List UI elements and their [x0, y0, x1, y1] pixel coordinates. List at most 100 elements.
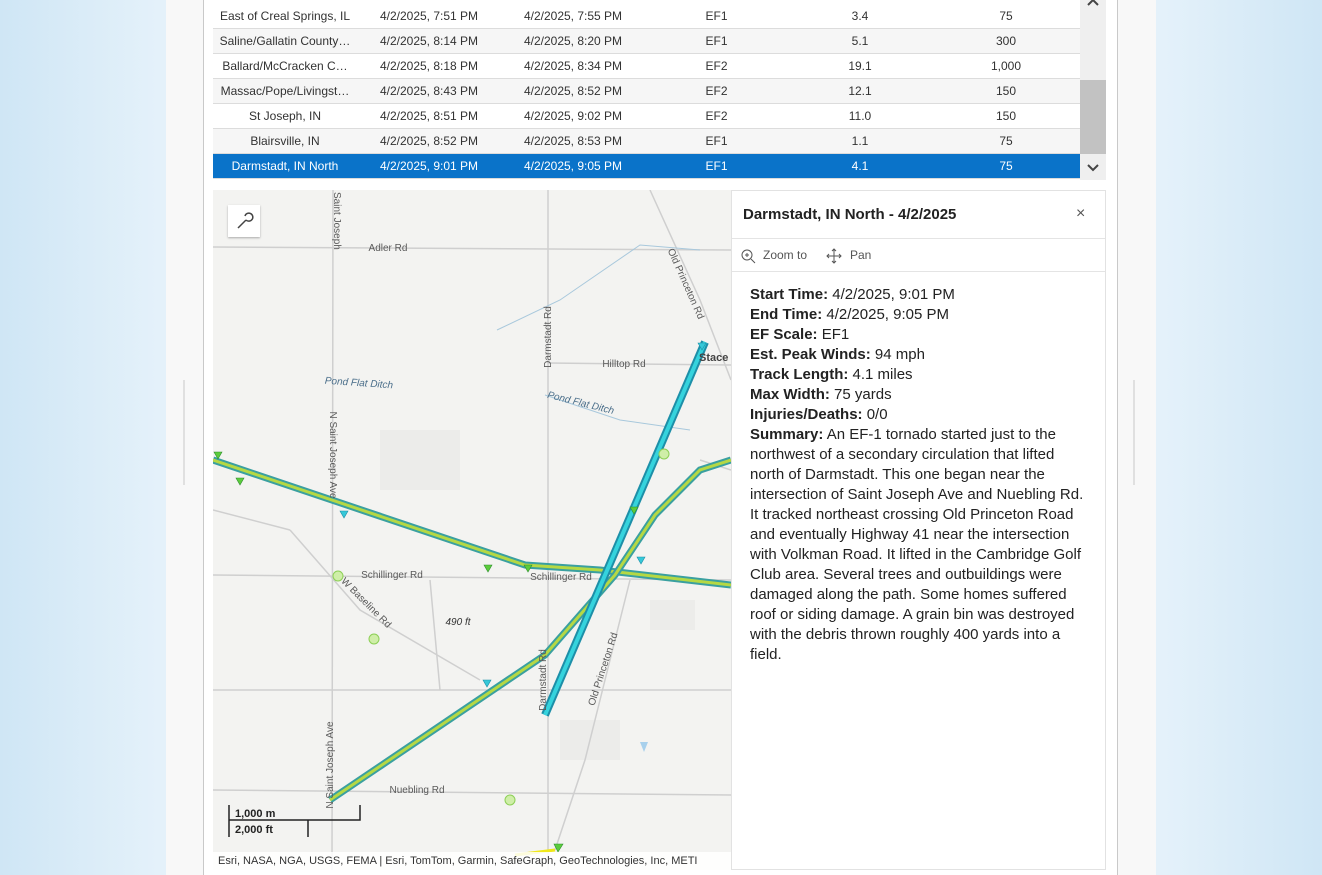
field-value: 0/0 [866, 406, 888, 423]
field-value: 4/2/2025, 9:05 PM [826, 306, 949, 323]
popup: Darmstadt, IN North - 4/2/2025 × Zoom to… [731, 190, 1106, 870]
road-label: Saint Joseph [331, 192, 342, 250]
table-cell: St Joseph, IN [213, 103, 357, 129]
popup-field: Start Time: 4/2/2025, 9:01 PM [750, 285, 1092, 305]
table-cell: EF1 [645, 4, 788, 29]
field-value: An EF-1 tornado started just to the nort… [750, 426, 1084, 663]
road-label: Adler Rd [369, 243, 408, 254]
table-cell: 4/2/2025, 8:52 PM [357, 128, 501, 154]
table-cell: 300 [932, 28, 1080, 54]
table-cell: 75 [932, 128, 1080, 154]
field-label: Max Width: [750, 386, 830, 403]
table-cell: East of Creal Springs, IL [213, 4, 357, 29]
table-cell: 75 [932, 153, 1080, 179]
popup-title: Darmstadt, IN North - 4/2/2025 [743, 206, 957, 223]
table-cell: 3.4 [788, 4, 932, 29]
table-cell: 4/2/2025, 9:05 PM [501, 153, 645, 179]
table-cell: 4/2/2025, 8:52 PM [501, 78, 645, 104]
table-cell: 150 [932, 103, 1080, 129]
wrench-icon [237, 212, 254, 229]
table-row[interactable]: St Joseph, IN 4/2/2025, 8:51 PM 4/2/2025, … [213, 103, 1080, 129]
table-cell: 4/2/2025, 8:51 PM [357, 103, 501, 129]
field-value: 4.1 miles [852, 366, 913, 383]
pan-icon [826, 248, 842, 264]
field-value: EF1 [821, 326, 850, 343]
table-cell: Ballard/McCracken C… [213, 53, 357, 79]
popup-field: Summary: An EF-1 tornado started just to… [750, 425, 1092, 665]
popup-field: Injuries/Deaths: 0/0 [750, 405, 1092, 425]
table-cell: EF2 [645, 78, 788, 104]
table-row[interactable]: Blairsville, IN 4/2/2025, 8:52 PM 4/2/2025… [213, 128, 1080, 154]
popup-fields: Start Time: 4/2/2025, 9:01 PM End Time: 4… [750, 285, 1092, 665]
popup-field: Track Length: 4.1 miles [750, 365, 1092, 385]
map[interactable]: Saint Joseph Adler Rd Darmstadt Rd Hillt… [213, 190, 731, 870]
road-label: Schillinger Rd [361, 570, 423, 581]
field-label: End Time: [750, 306, 823, 323]
divider [732, 238, 1105, 239]
table-row[interactable]: Saline/Gallatin County… 4/2/2025, 8:14 PM… [213, 28, 1080, 54]
field-label: Summary: [750, 426, 824, 443]
table-cell: 4/2/2025, 7:51 PM [357, 4, 501, 29]
field-value: 4/2/2025, 9:01 PM [832, 286, 955, 303]
table-cell: 1,000 [932, 53, 1080, 79]
table-cell: EF1 [645, 153, 788, 179]
zoom-to-button[interactable]: Zoom to [763, 248, 808, 262]
table-cell: 12.1 [788, 78, 932, 104]
road-label: W Baseline Rd [338, 576, 393, 631]
scale-label: 1,000 m [235, 808, 276, 820]
field-label: Start Time: [750, 286, 829, 303]
attribution: Esri, NASA, NGA, USGS, FEMA | Esri, TomT… [213, 852, 731, 870]
tools-button[interactable] [228, 205, 260, 237]
table-cell: 5.1 [788, 28, 932, 54]
table-cell: 19.1 [788, 53, 932, 79]
table-cell: 4/2/2025, 9:02 PM [501, 103, 645, 129]
table-cell: 11.0 [788, 103, 932, 129]
table-cell: EF2 [645, 103, 788, 129]
table-cell: 4/2/2025, 8:34 PM [501, 53, 645, 79]
table-cell: 4/2/2025, 9:01 PM [357, 153, 501, 179]
table-cell: 4.1 [788, 153, 932, 179]
road-label: Old Princeton Rd [665, 247, 706, 321]
table-cell: 4/2/2025, 8:18 PM [357, 53, 501, 79]
water-label: Pond Flat Ditch [546, 390, 615, 417]
road-label: N Saint Joseph Ave [325, 721, 336, 809]
scrollbar[interactable] [1080, 0, 1106, 180]
road-label: Darmstadt Rd [543, 306, 554, 368]
field-value: 94 mph [874, 346, 925, 363]
table-row[interactable]: Massac/Pope/Livingst… 4/2/2025, 8:43 PM 4/… [213, 78, 1080, 104]
table-cell: 4/2/2025, 8:43 PM [357, 78, 501, 104]
table-row[interactable]: Darmstadt, IN North 4/2/2025, 9:01 PM 4/2/… [213, 153, 1080, 179]
popup-field: EF Scale: EF1 [750, 325, 1092, 345]
table-cell: 4/2/2025, 8:20 PM [501, 28, 645, 54]
elevation-label: 490 ft [445, 617, 471, 628]
divider [732, 271, 1105, 272]
edge [1133, 380, 1135, 485]
table-row[interactable]: East of Creal Springs, IL 4/2/2025, 7:51 … [213, 4, 1080, 29]
tornado-table: East of Creal Springs, IL 4/2/2025, 7:51 … [213, 4, 1080, 179]
popup-field: Max Width: 75 yards [750, 385, 1092, 405]
table-cell: EF1 [645, 28, 788, 54]
table-cell: EF1 [645, 128, 788, 154]
pan-button[interactable]: Pan [850, 248, 872, 262]
close-button[interactable]: × [1076, 205, 1086, 222]
road-label: Hilltop Rd [602, 359, 645, 370]
table-cell: Darmstadt, IN North [213, 153, 357, 179]
table-cell: Blairsville, IN [213, 128, 357, 154]
table-cell: 75 [932, 4, 1080, 29]
field-value: 75 yards [834, 386, 892, 403]
table-cell: 4/2/2025, 7:55 PM [501, 4, 645, 29]
edge [183, 380, 185, 485]
road-label: N Saint Joseph Ave [327, 411, 338, 499]
place-label: Stace [699, 352, 728, 364]
scroll-arrows [1087, 0, 1099, 172]
table-cell: EF2 [645, 53, 788, 79]
table-cell: Saline/Gallatin County… [213, 28, 357, 54]
zoom-icon [741, 249, 756, 264]
road-label: Old Princeton Rd [587, 631, 621, 707]
table-cell: Massac/Pope/Livingst… [213, 78, 357, 104]
scroll-thumb[interactable] [1080, 80, 1106, 154]
table-row[interactable]: Ballard/McCracken C… 4/2/2025, 8:18 PM 4/2… [213, 53, 1080, 79]
road-label: Darmstadt Rd [538, 649, 549, 711]
field-label: Est. Peak Winds: [750, 346, 871, 363]
